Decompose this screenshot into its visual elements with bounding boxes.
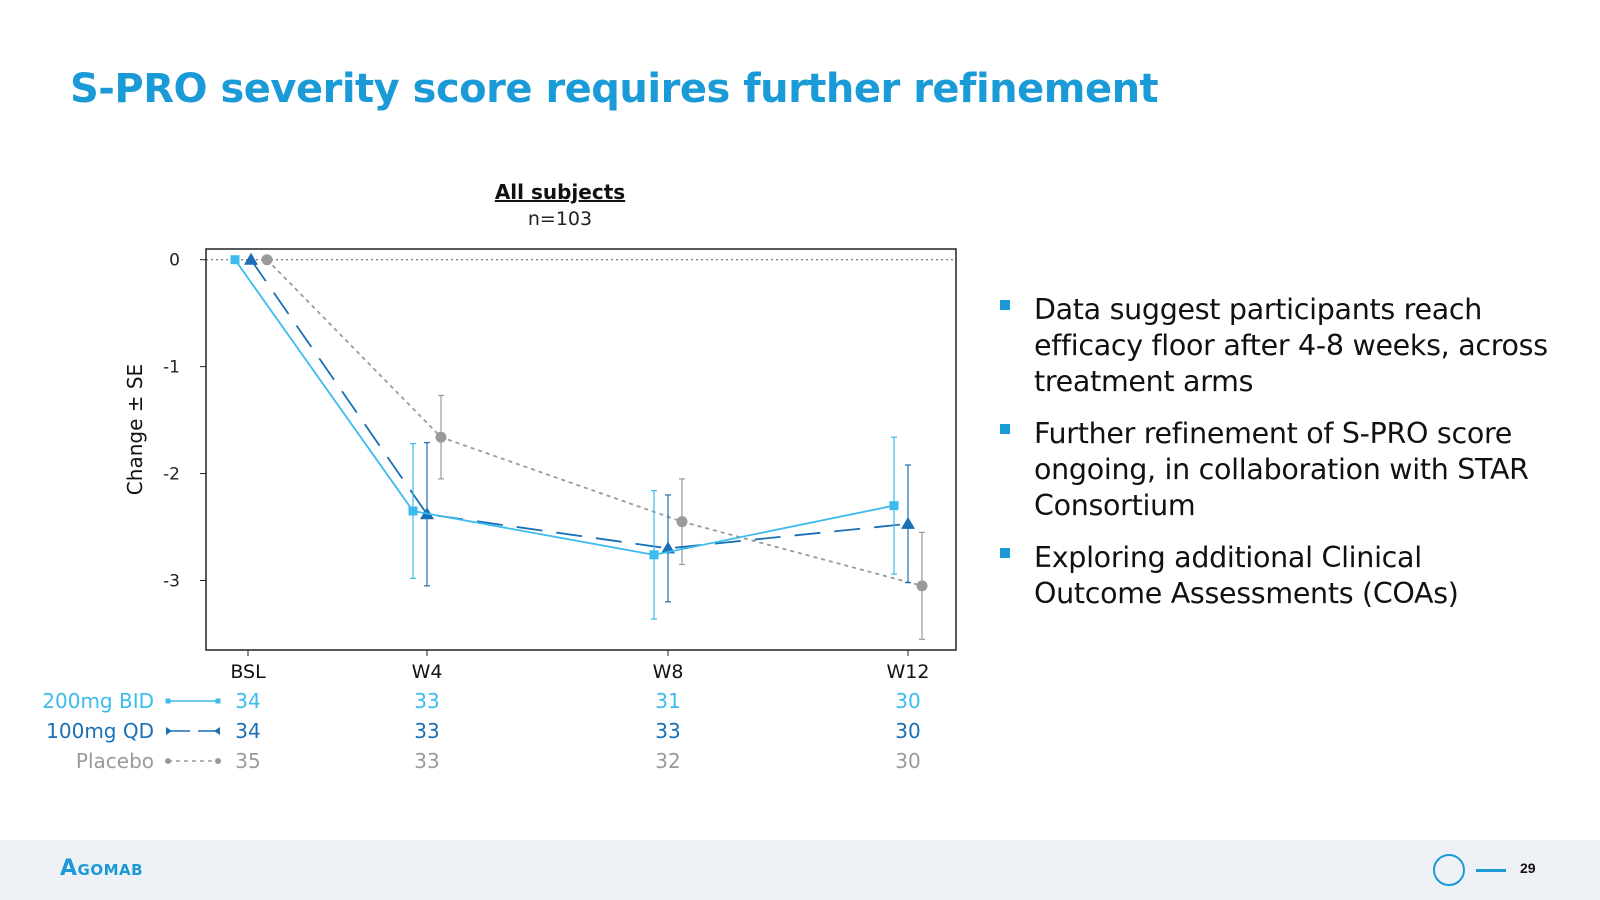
data-point-square bbox=[889, 501, 899, 511]
n-count-label: 30 bbox=[895, 689, 920, 713]
legend-marker-circle bbox=[215, 758, 221, 764]
bullet-item: Data suggest participants reach efficacy… bbox=[998, 292, 1558, 400]
chart-title: All subjects bbox=[494, 180, 626, 204]
bullet-text: Data suggest participants reach efficacy… bbox=[1034, 293, 1548, 398]
data-point-circle bbox=[676, 516, 688, 528]
series-line bbox=[266, 259, 923, 587]
line-chart: 0 -1 -2 -3 Change ± SE BSL W4 W8 W12 200mg BID 34 3… bbox=[42, 248, 957, 773]
bullet-square-icon bbox=[1000, 424, 1010, 434]
bullet-square-icon bbox=[1000, 548, 1010, 558]
chart-subtitle: n=103 bbox=[527, 208, 593, 230]
x-tick-label: W8 bbox=[653, 661, 684, 683]
circle-icon bbox=[1433, 854, 1465, 886]
legend-marker-square bbox=[215, 698, 221, 704]
series-line bbox=[234, 259, 895, 556]
bullet-square-icon bbox=[1000, 300, 1010, 310]
legend-marker-circle bbox=[165, 758, 171, 764]
series-line bbox=[250, 259, 909, 550]
slide-title: S-PRO severity score requires further re… bbox=[70, 66, 1159, 112]
data-point-circle bbox=[261, 254, 273, 266]
y-tick-label: -3 bbox=[163, 571, 180, 591]
data-point-square bbox=[408, 506, 418, 516]
data-point-triangle bbox=[901, 516, 915, 529]
n-count-label: 31 bbox=[655, 689, 680, 713]
y-tick-label: 0 bbox=[169, 251, 180, 271]
bullet-item: Further refinement of S-PRO score ongoin… bbox=[998, 416, 1558, 524]
data-point-circle bbox=[435, 431, 447, 443]
legend-marker-square bbox=[165, 698, 171, 704]
data-point-square bbox=[230, 255, 240, 265]
page-number: 29 bbox=[1520, 860, 1536, 876]
n-count-label: 33 bbox=[414, 719, 439, 743]
y-tick-label: -1 bbox=[163, 358, 180, 378]
legend-marker-triangle bbox=[214, 727, 220, 735]
x-tick-label: W4 bbox=[412, 661, 443, 683]
legend-marker-triangle bbox=[166, 727, 172, 735]
x-tick-label: BSL bbox=[230, 661, 266, 683]
n-count-label: 32 bbox=[655, 749, 680, 773]
y-axis-label: Change ± SE bbox=[123, 364, 147, 495]
company-logo: Agomab bbox=[60, 856, 144, 881]
legend-label: 100mg QD bbox=[46, 719, 154, 743]
n-count-label: 35 bbox=[235, 749, 260, 773]
n-count-label: 33 bbox=[414, 689, 439, 713]
legend-label: 200mg BID bbox=[42, 689, 154, 713]
legend-label: Placebo bbox=[76, 749, 154, 773]
bullet-text: Further refinement of S-PRO score ongoin… bbox=[1034, 417, 1529, 522]
n-count-label: 33 bbox=[414, 749, 439, 773]
x-tick-label: W12 bbox=[887, 661, 930, 683]
bullet-item: Exploring additional Clinical Outcome As… bbox=[998, 540, 1558, 612]
n-count-label: 30 bbox=[895, 749, 920, 773]
data-point-square bbox=[649, 550, 659, 560]
n-count-label: 30 bbox=[895, 719, 920, 743]
data-point-circle bbox=[916, 580, 928, 592]
y-tick-label: -2 bbox=[163, 465, 180, 485]
dash-icon bbox=[1476, 869, 1506, 872]
n-count-label: 34 bbox=[235, 719, 260, 743]
plot-frame bbox=[205, 248, 957, 651]
footer: Agomab 29 bbox=[0, 840, 1600, 900]
bullet-text: Exploring additional Clinical Outcome As… bbox=[1034, 541, 1459, 610]
n-count-label: 33 bbox=[655, 719, 680, 743]
data-point-triangle bbox=[244, 252, 258, 265]
n-count-label: 34 bbox=[235, 689, 260, 713]
bullet-list: Data suggest participants reach efficacy… bbox=[998, 292, 1558, 628]
